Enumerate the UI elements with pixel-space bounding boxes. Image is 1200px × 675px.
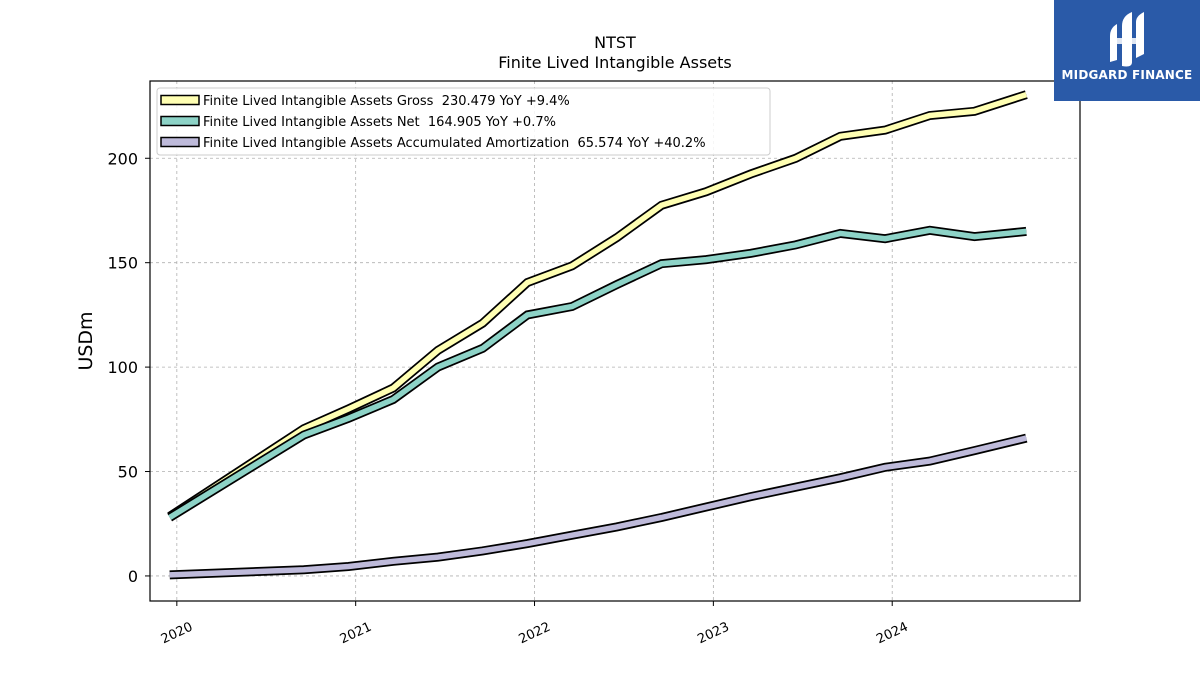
x-tick-label: 2023 bbox=[695, 620, 731, 648]
brand-logo: MIDGARD FINANCE bbox=[1054, 0, 1200, 101]
series-line-1 bbox=[168, 227, 1027, 520]
series-outline-2 bbox=[169, 433, 1028, 580]
series-outline-0 bbox=[167, 90, 1028, 521]
logo-mark-icon bbox=[1110, 12, 1144, 67]
y-tick-label: 100 bbox=[107, 358, 138, 377]
legend-swatch-1 bbox=[160, 115, 200, 127]
x-tick-label: 2020 bbox=[159, 620, 195, 648]
y-axis-label: USDm bbox=[75, 311, 97, 370]
chart-subtitle: Finite Lived Intangible Assets bbox=[498, 53, 731, 72]
legend: Finite Lived Intangible Assets Gross 230… bbox=[156, 87, 771, 156]
legend-label-2: Finite Lived Intangible Assets Accumulat… bbox=[203, 136, 706, 151]
legend-box bbox=[156, 87, 771, 156]
chart-title: NTST bbox=[594, 33, 636, 52]
y-tick-label: 150 bbox=[107, 254, 138, 273]
y-tick-label: 50 bbox=[118, 463, 138, 482]
series-line-2 bbox=[169, 435, 1027, 578]
y-tick-label: 0 bbox=[128, 567, 138, 586]
plot-frame bbox=[149, 80, 1081, 602]
x-tick-label: 2021 bbox=[338, 620, 374, 648]
legend-swatch-2 bbox=[160, 136, 200, 148]
y-tick-label: 200 bbox=[107, 149, 138, 168]
series-layer bbox=[167, 90, 1028, 580]
series-line-0 bbox=[168, 91, 1028, 519]
legend-label-0: Finite Lived Intangible Assets Gross 230… bbox=[203, 94, 570, 109]
x-tick-label: 2022 bbox=[517, 620, 553, 648]
grid bbox=[150, 81, 1080, 601]
legend-swatch-0 bbox=[160, 94, 200, 106]
logo-text: MIDGARD FINANCE bbox=[1061, 68, 1193, 82]
series-outline-1 bbox=[167, 225, 1027, 522]
legend-label-1: Finite Lived Intangible Assets Net 164.9… bbox=[203, 115, 556, 130]
x-tick-label: 2024 bbox=[874, 620, 910, 648]
